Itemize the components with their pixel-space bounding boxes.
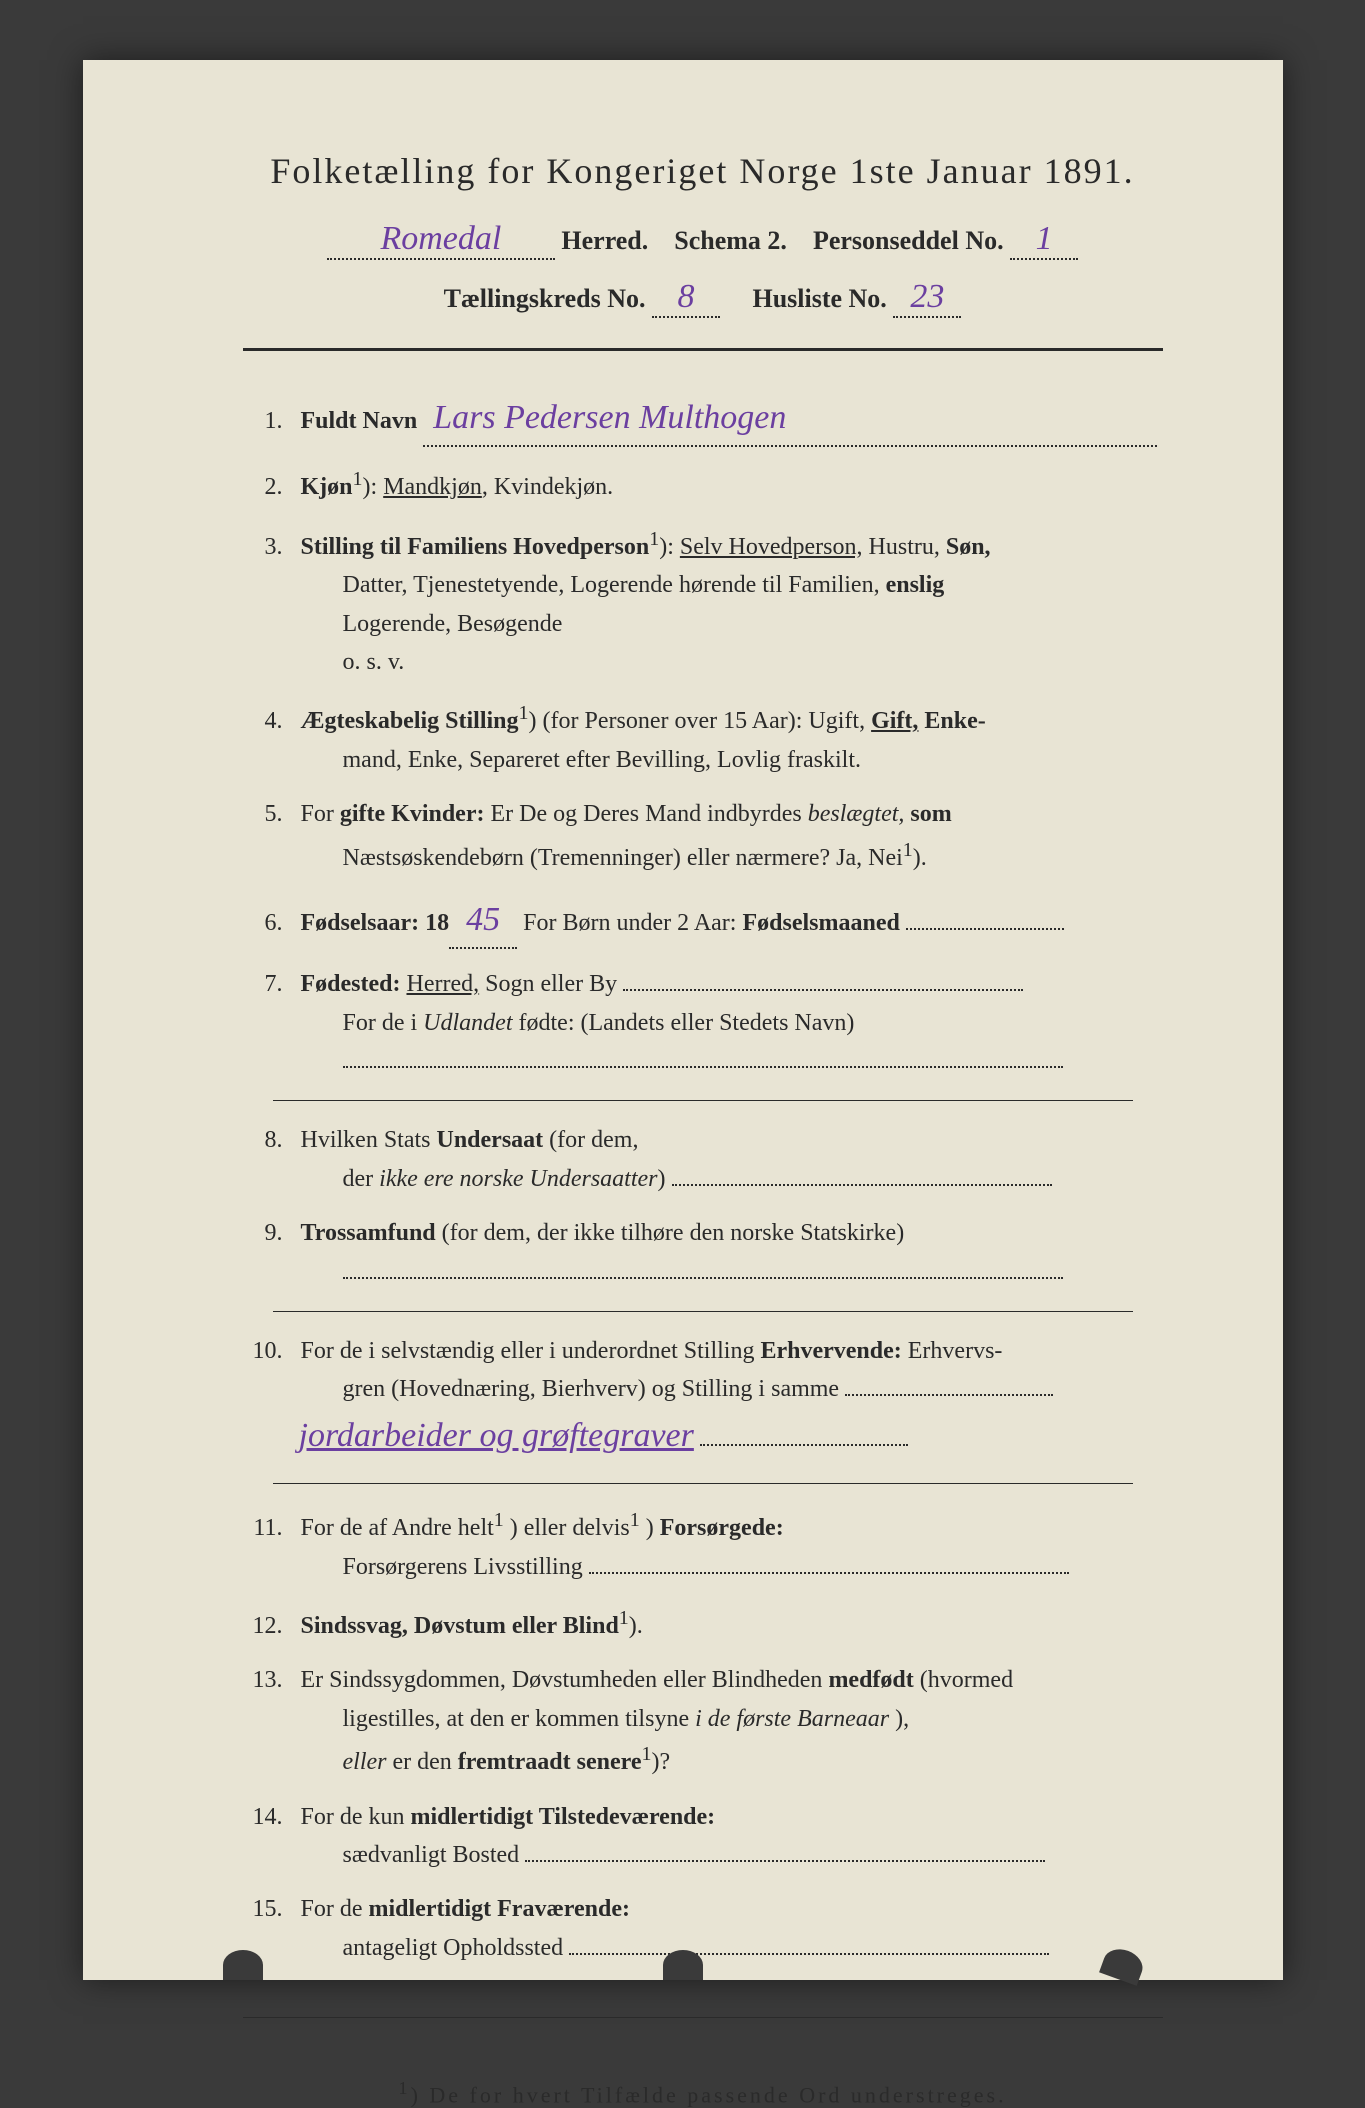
page-tear-icon <box>663 1950 703 1980</box>
q4-num: 4. <box>233 702 283 740</box>
q1-row: 1. Fuldt Navn Lars Pedersen Multhogen <box>233 391 1173 447</box>
page-tear-icon <box>223 1950 263 1980</box>
divider-bottom <box>243 2017 1163 2018</box>
divider-2 <box>273 1311 1133 1312</box>
q3-sup: 1 <box>649 528 659 550</box>
q3-opt1c: Søn, <box>946 534 991 560</box>
q14-row: 14. For de kun midlertidigt Tilstedevære… <box>233 1798 1173 1875</box>
q4-row: 4. Ægteskabelig Stilling1) (for Personer… <box>233 697 1173 779</box>
census-form-page: Folketælling for Kongeriget Norge 1ste J… <box>83 60 1283 1980</box>
divider-top <box>243 348 1163 351</box>
q8-num: 8. <box>233 1121 283 1159</box>
q4-gift: Gift, <box>871 708 918 734</box>
q6-row: 6. Fødselsaar: 1845 For Børn under 2 Aar… <box>233 893 1173 949</box>
q13-line2: ligestilles, at den er kommen tilsyne i … <box>343 1700 1173 1738</box>
divider-1 <box>273 1100 1133 1101</box>
q10-handwritten: jordarbeider og grøftegraver <box>299 1417 694 1454</box>
q11-line2: Forsørgerens Livsstilling <box>343 1548 1173 1586</box>
husliste-no: 23 <box>893 278 961 318</box>
husliste-label: Husliste No. <box>752 284 886 313</box>
form-body: 1. Fuldt Navn Lars Pedersen Multhogen 2.… <box>203 391 1203 1967</box>
q11-num: 11. <box>233 1509 283 1547</box>
q5-row: 5. For gifte Kvinder: Er De og Deres Man… <box>233 795 1173 877</box>
q9-label: Trossamfund <box>301 1220 436 1246</box>
q4-paren: ) (for Personer over 15 Aar): Ugift, <box>529 708 872 734</box>
q6-num: 6. <box>233 904 283 942</box>
page-title: Folketælling for Kongeriget Norge 1ste J… <box>203 150 1203 192</box>
q2-num: 2. <box>233 468 283 506</box>
q15-num: 15. <box>233 1890 283 1928</box>
q3-row: 3. Stilling til Familiens Hovedperson1):… <box>233 523 1173 682</box>
q14-num: 14. <box>233 1798 283 1836</box>
q8-line2: der ikke ere norske Undersaatter) <box>343 1160 1173 1198</box>
q12-label: Sindssvag, Døvstum eller Blind <box>301 1613 619 1639</box>
herred-value: Romedal <box>327 220 555 260</box>
q1-num: 1. <box>233 402 283 440</box>
q13-num: 13. <box>233 1661 283 1699</box>
q3-num: 3. <box>233 528 283 566</box>
q3-opt1: Selv Hovedperson, <box>680 534 863 560</box>
q7-underlined: Herred, <box>406 971 479 997</box>
schema-label: Schema 2. <box>674 226 787 255</box>
q13-line3: eller er den fremtraadt senere1)? <box>343 1738 1173 1781</box>
person-no: 1 <box>1010 220 1078 260</box>
q12-row: 12. Sindssvag, Døvstum eller Blind1). <box>233 1602 1173 1645</box>
q2-label: Kjøn <box>301 474 353 500</box>
q5-line2: Næstsøskendebørn (Tremenninger) eller næ… <box>343 834 1173 877</box>
herred-label: Herred. <box>561 226 648 255</box>
person-label: Personseddel No. <box>813 226 1004 255</box>
q3-line4: o. s. v. <box>343 643 1173 681</box>
q13-row: 13. Er Sindssygdommen, Døvstumheden elle… <box>233 1661 1173 1781</box>
q12-num: 12. <box>233 1607 283 1645</box>
q9-num: 9. <box>233 1214 283 1252</box>
q10-line2: gren (Hovednæring, Bierhverv) og Stillin… <box>343 1370 1173 1408</box>
q4-sup: 1 <box>519 702 529 724</box>
q4-line2: mand, Enke, Separeret efter Bevilling, L… <box>343 741 1173 779</box>
q2-underlined: Mandkjøn <box>383 474 482 500</box>
kreds-no: 8 <box>652 278 720 318</box>
q5-num: 5. <box>233 795 283 833</box>
q10-num: 10. <box>233 1332 283 1370</box>
kreds-label: Tællingskreds No. <box>444 284 646 313</box>
q7-line2: For de i Udlandet fødte: (Landets eller … <box>343 1004 1173 1042</box>
q4-rest: Enke- <box>924 708 985 734</box>
q3-line3: Logerende, Besøgende <box>343 605 1173 643</box>
q3-opt1b: Hustru, <box>869 534 946 560</box>
q10-row: 10. For de i selvstændig eller i underor… <box>233 1332 1173 1463</box>
q6-year: 45 <box>449 893 517 949</box>
header-line-1: Romedal Herred. Schema 2. Personseddel N… <box>203 220 1203 260</box>
q3-line2: Datter, Tjenestetyende, Logerende hørend… <box>343 566 1173 604</box>
q15-row: 15. For de midlertidigt Fraværende: anta… <box>233 1890 1173 1967</box>
q9-row: 9. Trossamfund (for dem, der ikke tilhør… <box>233 1214 1173 1291</box>
divider-3 <box>273 1483 1133 1484</box>
header-line-2: Tællingskreds No. 8 Husliste No. 23 <box>203 278 1203 318</box>
q7-num: 7. <box>233 965 283 1003</box>
q1-value: Lars Pedersen Multhogen <box>423 391 1157 447</box>
q7-label: Fødested: <box>301 971 401 997</box>
q11-row: 11. For de af Andre helt1 ) eller delvis… <box>233 1504 1173 1586</box>
q10-handwritten-line: jordarbeider og grøftegraver <box>299 1409 1173 1463</box>
q7-row: 7. Fødested: Herred, Sogn eller By For d… <box>233 965 1173 1080</box>
q4-label: Ægteskabelig Stilling <box>301 708 519 734</box>
q2-sup: 1 <box>353 468 363 490</box>
footnote: 1) De for hvert Tilfælde passende Ord un… <box>203 2078 1203 2108</box>
q3-label: Stilling til Familiens Hovedperson <box>301 534 650 560</box>
q14-line2: sædvanligt Bosted <box>343 1836 1173 1874</box>
q15-line2: antageligt Opholdssted <box>343 1929 1173 1967</box>
q6-label: Fødselsaar: 18 <box>301 910 450 936</box>
q8-row: 8. Hvilken Stats Undersaat (for dem, der… <box>233 1121 1173 1198</box>
q2-row: 2. Kjøn1): Mandkjøn, Kvindekjøn. <box>233 463 1173 506</box>
q1-label: Fuldt Navn <box>301 408 418 434</box>
